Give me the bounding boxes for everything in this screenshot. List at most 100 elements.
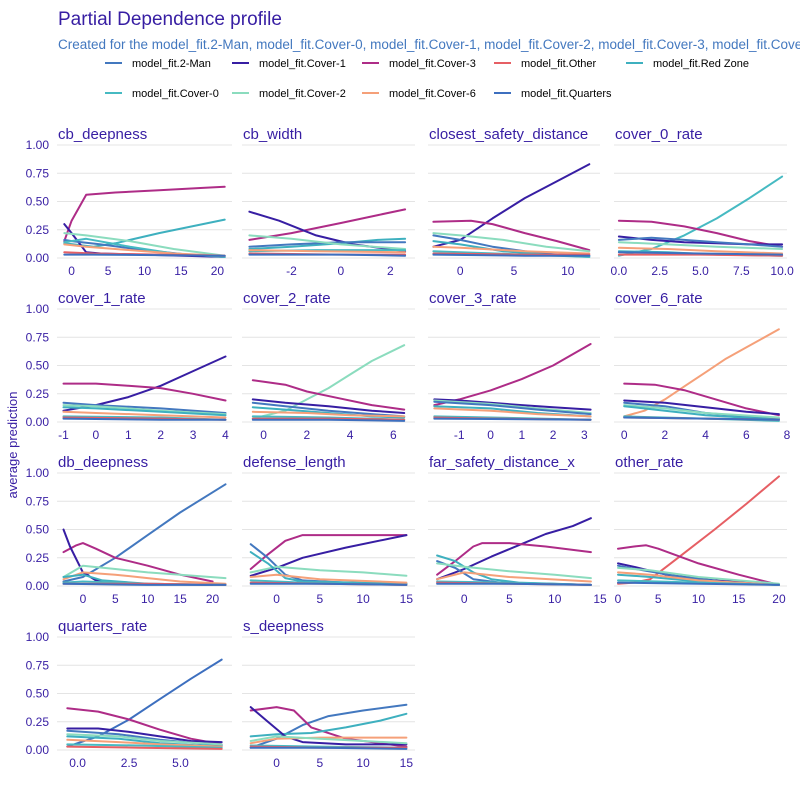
series-line-model-fit-cover-6 xyxy=(433,407,592,418)
series-line-model-fit-cover-6 xyxy=(249,736,408,745)
y-tick-label: 0.75 xyxy=(26,166,50,180)
series-line-model-fit-cover-2 xyxy=(248,234,407,250)
x-tick-label: 0 xyxy=(487,428,494,442)
series-line-model-fit-cover-3 xyxy=(249,534,408,570)
x-tick-label: 3 xyxy=(190,428,197,442)
panel-title: db_deepness xyxy=(58,454,148,471)
y-tick-label: 0.50 xyxy=(26,523,50,537)
series-line-model-fit-other xyxy=(251,417,406,421)
series-line-model-fit-2-man xyxy=(248,241,407,248)
x-tick-label: 0.0 xyxy=(611,264,628,278)
x-tick-label: 0 xyxy=(93,428,100,442)
x-tick-label: 2 xyxy=(387,264,394,278)
x-tick-label: 0 xyxy=(457,264,464,278)
panel-cover-3-rate: cover_3_rate -1 0 1 2 3 xyxy=(428,290,600,442)
legend-label: model_fit.Cover-0 xyxy=(132,88,219,100)
legend-label: model_fit.Quarters xyxy=(521,88,612,100)
series-line-model-fit-quarters xyxy=(248,253,407,257)
series-line-model-fit-cover-3 xyxy=(251,379,406,411)
legend-label: model_fit.Cover-1 xyxy=(259,58,346,70)
panel-title: cover_6_rate xyxy=(615,290,703,307)
series-line-model-fit-cover-2 xyxy=(617,241,784,250)
series-line-model-fit-cover-6 xyxy=(62,410,227,419)
panel-defense-length: defense_length 0 5 10 15 xyxy=(242,454,415,606)
chart-subtitle: Created for the model_fit.2-Man, model_f… xyxy=(58,37,800,52)
legend-label: model_fit.Cover-2 xyxy=(259,88,346,100)
x-tick-label: 6 xyxy=(390,428,397,442)
series-line-model-fit-2-man xyxy=(62,483,227,583)
series-line-model-fit-red-zone xyxy=(62,406,227,417)
panel-title: quarters_rate xyxy=(58,618,147,635)
x-tick-label: 5 xyxy=(105,264,112,278)
x-tick-label: 2 xyxy=(550,428,557,442)
x-tick-label: 0 xyxy=(68,264,75,278)
legend-label: model_fit.Cover-6 xyxy=(389,88,476,100)
legend: model_fit.2-Man model_fit.Cover-1 model_fi… xyxy=(105,58,749,100)
series-line-model-fit-cover-2 xyxy=(249,565,408,577)
series-line-model-fit-cover-3 xyxy=(63,185,226,243)
x-tick-label: 0 xyxy=(80,592,87,606)
series-line-model-fit-2-man xyxy=(433,400,592,416)
x-tick-label: 10 xyxy=(692,592,706,606)
series-line-model-fit-quarters xyxy=(623,416,780,421)
x-tick-label: 3 xyxy=(581,428,588,442)
x-tick-label: 10 xyxy=(141,592,155,606)
series-line-model-fit-cover-6 xyxy=(66,738,223,748)
y-tick-label: 1.00 xyxy=(26,138,50,152)
series-line-model-fit-cover-6 xyxy=(251,410,406,418)
series-line-model-fit-cover-6 xyxy=(436,571,592,583)
series-line-model-fit-cover-1 xyxy=(433,398,592,411)
x-tick-label: 5 xyxy=(317,756,324,770)
panel-title: cover_1_rate xyxy=(58,290,146,307)
series-line-model-fit-cover-2 xyxy=(432,232,591,253)
series-line-model-fit-cover-2 xyxy=(433,399,592,414)
y-tick-label: 0.00 xyxy=(26,743,50,757)
x-tick-label: 5 xyxy=(511,264,518,278)
series-line-model-fit-2-man xyxy=(251,401,406,418)
series-line-model-fit-other xyxy=(432,252,591,256)
series-line-model-fit-cover-3 xyxy=(433,343,592,407)
legend-item-model-fit-cover-2: model_fit.Cover-2 xyxy=(232,88,346,100)
series-line-model-fit-cover-2 xyxy=(62,564,227,580)
x-tick-label: -1 xyxy=(454,428,465,442)
series-line-model-fit-cover-2 xyxy=(251,344,406,420)
panel-cover-6-rate: cover_6_rate 0 2 4 6 8 xyxy=(614,290,791,442)
x-tick-label: 2 xyxy=(157,428,164,442)
y-tick-label: 0.00 xyxy=(26,579,50,593)
panel-far-safety-distance-x: far_safety_distance_x 0 5 10 15 xyxy=(428,454,607,606)
x-tick-label: 1 xyxy=(518,428,525,442)
x-tick-label: 2 xyxy=(304,428,311,442)
y-tick-label: 0.00 xyxy=(26,251,50,265)
y-tick-label: 0.75 xyxy=(26,658,50,672)
x-tick-label: 5 xyxy=(655,592,662,606)
x-tick-label: 5.0 xyxy=(172,756,189,770)
series-line-model-fit-2-man xyxy=(617,236,784,248)
series-line-model-fit-cover-3 xyxy=(617,544,780,586)
panel-title: other_rate xyxy=(615,454,683,471)
x-tick-label: 2.5 xyxy=(121,756,138,770)
series-line-model-fit-cover-1 xyxy=(436,517,592,581)
y-tick-label: 1.00 xyxy=(26,466,50,480)
series-line-model-fit-cover-2 xyxy=(63,232,226,257)
y-tick-label: 1.00 xyxy=(26,302,50,316)
x-tick-label: 0 xyxy=(621,428,628,442)
series-line-model-fit-cover-6 xyxy=(432,245,591,255)
chart-title: Partial Dependence profile xyxy=(58,9,282,30)
panel-other-rate: other_rate 0 5 10 15 20 xyxy=(614,454,787,606)
series-line-model-fit-cover-2 xyxy=(436,562,592,580)
series-line-model-fit-cover-6 xyxy=(617,571,780,586)
x-tick-label: 20 xyxy=(772,592,786,606)
series-line-model-fit-cover-6 xyxy=(249,573,408,584)
series-line-model-fit-cover-1 xyxy=(249,534,408,577)
series-line-model-fit-cover-3 xyxy=(623,382,780,417)
y-tick-label: 0.50 xyxy=(26,195,50,209)
x-tick-label: 15 xyxy=(174,264,188,278)
panel-closest-safety-distance: closest_safety_distance 0 5 10 xyxy=(428,126,600,278)
x-tick-label: 10.0 xyxy=(770,264,794,278)
x-tick-label: 5 xyxy=(506,592,513,606)
series-line-model-fit-red-zone xyxy=(248,237,407,250)
x-tick-label: 2.5 xyxy=(651,264,668,278)
x-tick-label: 0 xyxy=(273,756,280,770)
panel-title: s_deepness xyxy=(243,618,324,635)
